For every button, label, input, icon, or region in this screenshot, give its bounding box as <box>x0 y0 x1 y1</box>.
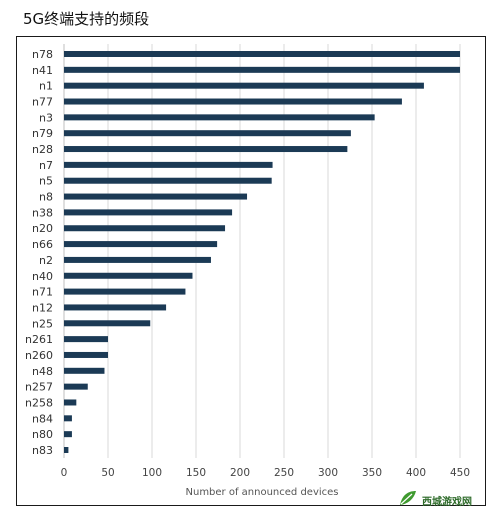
leaf-logo-icon <box>398 489 418 511</box>
x-tick-label: 400 <box>406 467 426 479</box>
bar-n40 <box>64 272 193 279</box>
category-label-n5: n5 <box>39 175 53 188</box>
bar-n3 <box>64 114 375 121</box>
x-tick-label: 200 <box>230 467 250 479</box>
bar-n258 <box>64 399 77 406</box>
bar-n8 <box>64 193 248 200</box>
x-tick-label: 100 <box>142 467 162 479</box>
bar-n84 <box>64 415 72 422</box>
bar-n260 <box>64 351 108 358</box>
category-label-n79: n79 <box>32 127 53 140</box>
category-labels: n78 n41 n1 n77 n3 n79 n28 n7 n5 n8 n38 n20 n66 n2 n40 n… <box>25 48 53 457</box>
bar-n1 <box>64 82 424 89</box>
bar-n25 <box>64 320 151 327</box>
category-label-n28: n28 <box>32 143 53 156</box>
category-label-n2: n2 <box>39 254 53 267</box>
category-label-n261: n261 <box>25 333 53 346</box>
category-label-n40: n40 <box>32 270 53 283</box>
category-label-n7: n7 <box>39 159 53 172</box>
category-label-n48: n48 <box>32 365 53 378</box>
category-label-n20: n20 <box>32 222 53 235</box>
bar-n80 <box>64 431 72 438</box>
page-title: 5G终端支持的频段 <box>23 10 150 28</box>
category-label-n78: n78 <box>32 48 53 61</box>
bar-n20 <box>64 225 226 232</box>
bar-n77 <box>64 98 402 105</box>
bar-n83 <box>64 447 69 453</box>
category-label-n1: n1 <box>39 80 53 93</box>
category-label-n71: n71 <box>32 286 53 299</box>
category-label-n66: n66 <box>32 238 53 251</box>
bar-n261 <box>64 336 108 343</box>
category-label-n83: n83 <box>32 444 53 457</box>
bar-n66 <box>64 241 218 248</box>
watermark-text: 西城游戏网 <box>422 496 472 508</box>
x-axis-title: Number of announced devices <box>186 487 339 498</box>
category-label-n12: n12 <box>32 301 53 314</box>
category-label-n25: n25 <box>32 317 53 330</box>
bars <box>64 51 460 453</box>
bar-n79 <box>64 130 351 137</box>
category-label-n257: n257 <box>25 381 53 394</box>
category-label-n8: n8 <box>39 191 53 204</box>
bar-n78 <box>64 51 460 57</box>
category-label-n41: n41 <box>32 64 53 77</box>
bar-n71 <box>64 288 186 295</box>
category-label-n3: n3 <box>39 111 53 124</box>
bar-n48 <box>64 367 105 374</box>
category-label-n38: n38 <box>32 206 53 219</box>
x-tick-label: 300 <box>318 467 338 479</box>
category-label-n260: n260 <box>25 349 53 362</box>
grid-lines <box>63 44 461 458</box>
category-label-n84: n84 <box>32 412 53 425</box>
x-tick-labels: 0 50 100 150 200 250 300 350 400 450 <box>61 467 470 479</box>
x-tick-label: 0 <box>61 467 68 479</box>
bar-n7 <box>64 161 273 168</box>
bar-n2 <box>64 256 211 263</box>
x-tick-label: 250 <box>274 467 294 479</box>
bar-n5 <box>64 177 272 184</box>
bar-n28 <box>64 146 348 153</box>
x-tick-label: 50 <box>101 467 114 479</box>
x-tick-label: 350 <box>362 467 382 479</box>
bar-n41 <box>64 66 460 73</box>
x-tick-label: 150 <box>186 467 206 479</box>
chart-frame <box>16 36 486 506</box>
bar-n257 <box>64 383 88 390</box>
x-tick-label: 450 <box>450 467 470 479</box>
watermark: 西城游戏网 <box>398 488 490 512</box>
category-label-n77: n77 <box>32 96 53 109</box>
category-label-n258: n258 <box>25 396 53 409</box>
bar-n12 <box>64 304 167 311</box>
bar-n38 <box>64 209 233 216</box>
category-label-n80: n80 <box>32 428 53 441</box>
